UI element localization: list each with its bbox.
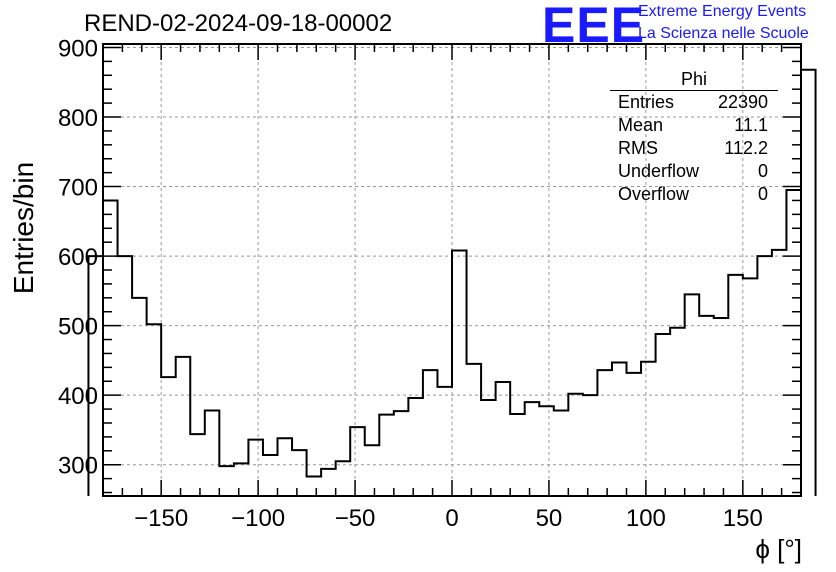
y-axis-label: Entries/bin — [8, 161, 39, 295]
stats-value: 112.2 — [724, 138, 768, 158]
stats-value: 0 — [757, 184, 768, 204]
x-tick-label: 150 — [723, 505, 763, 532]
histogram-step-line — [87, 68, 817, 496]
x-tick-label: −100 — [231, 505, 285, 532]
stats-label: RMS — [618, 138, 658, 158]
run-title: REND-02-2024-09-18-00002 — [84, 10, 393, 37]
stats-row-overflow: Overflow 0 — [610, 183, 778, 206]
stats-value: 11.1 — [734, 115, 768, 135]
stats-value: 0 — [757, 161, 768, 181]
stats-row-mean: Mean 11.1 — [610, 114, 778, 137]
stats-row-entries: Entries 22390 — [610, 91, 778, 114]
stats-title: Phi — [610, 68, 778, 91]
y-axis-label-box: Entries/bin — [2, 108, 46, 348]
eee-logo: EEE — [542, 0, 646, 53]
x-tick-label: −50 — [335, 505, 376, 532]
stats-label: Entries — [618, 92, 675, 112]
stats-row-underflow: Underflow 0 — [610, 160, 778, 183]
logo-line-2: La Scienza nelle Scuole — [638, 25, 809, 42]
x-axis-label: ϕ [°] — [755, 534, 802, 564]
logo-line-1: Extreme Energy Events — [638, 3, 807, 20]
x-tick-label: 0 — [445, 505, 458, 532]
y-tick-label: 300 — [58, 453, 98, 480]
x-tick-label: 50 — [536, 505, 563, 532]
y-tick-label: 800 — [58, 105, 98, 132]
y-tick-label: 900 — [58, 35, 98, 62]
y-tick-label: 400 — [58, 383, 98, 410]
x-tick-label: −150 — [134, 505, 188, 532]
stats-label: Mean — [618, 115, 664, 135]
x-tick-label: 100 — [626, 505, 666, 532]
stats-row-rms: RMS 112.2 — [610, 137, 778, 160]
y-tick-label: 700 — [58, 175, 98, 202]
y-tick-label: 500 — [58, 314, 98, 341]
plot-frame — [102, 43, 802, 497]
stats-box: Phi Entries 22390 Mean 11.1 RMS 112.2 Un… — [610, 68, 778, 206]
stats-label: Overflow — [618, 184, 690, 204]
stats-value: 22390 — [717, 92, 768, 112]
stats-label: Underflow — [618, 161, 700, 181]
tick-labels: −150 −100 −50 0 50 100 150 300 400 500 600 700 800 90… — [58, 35, 763, 532]
y-tick-label: 600 — [58, 244, 98, 271]
axis-ticks — [102, 44, 802, 496]
